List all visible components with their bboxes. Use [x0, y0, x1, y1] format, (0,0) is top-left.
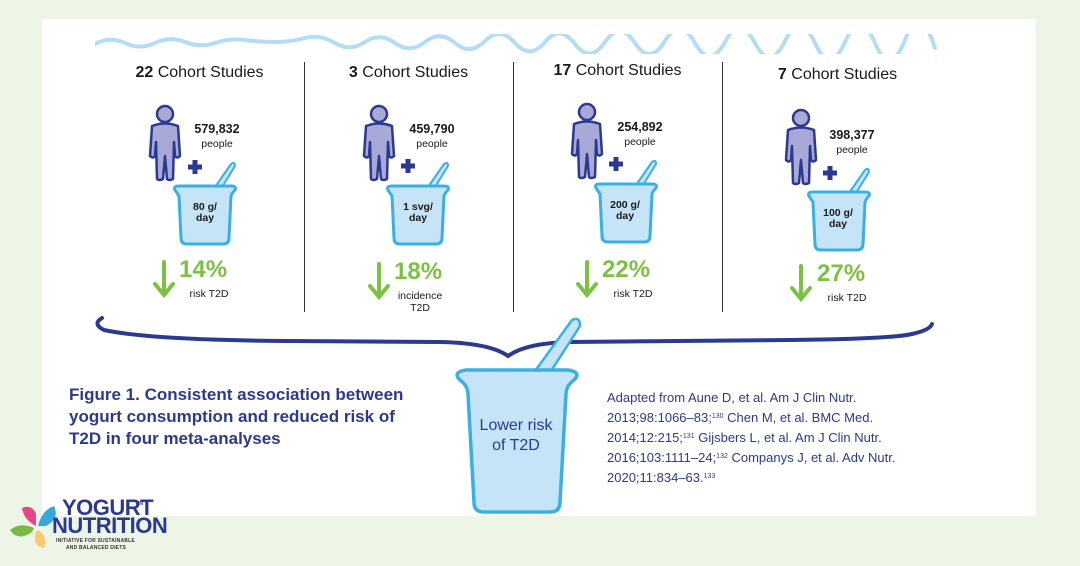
figure-caption: Figure 1. Consistent association between… [69, 385, 404, 448]
outcome-label: risk T2D [189, 288, 229, 300]
people-count: 398,377 [829, 128, 875, 142]
lower-risk-label: Lower risk of T2D [479, 417, 553, 454]
people-label: people [416, 138, 448, 150]
people-count: 459,790 [409, 122, 455, 136]
reference-line: Adapted from Aune D, et al. Am J Clin Nu… [607, 390, 857, 405]
outcome-label: risk T2D [613, 288, 653, 300]
study-title: 17 Cohort Studies [553, 62, 682, 79]
curly-brace [95, 316, 934, 359]
person-icon [362, 104, 396, 182]
down-arrow-icon [576, 260, 598, 298]
plus-icon [823, 166, 837, 180]
logo-text-in: IN [138, 501, 143, 507]
logo-text-nutrition: NUTRITION [52, 513, 168, 538]
references: Adapted from Aune D, et al. Am J Clin Nu… [607, 388, 947, 488]
reduction-percent: 14% [179, 256, 228, 283]
down-arrow-icon [153, 260, 175, 298]
study-title: 7 Cohort Studies [777, 66, 898, 83]
reference-line: 2020;11:834–63.133 [607, 470, 716, 485]
yogurt-cup-icon [594, 159, 658, 244]
plus-icon [401, 159, 415, 173]
outcome-label: risk T2D [827, 292, 867, 304]
column-divider [304, 62, 305, 312]
yogurt-cup-icon [173, 161, 237, 246]
yogurt-cup-icon [386, 161, 450, 246]
people-label: people [836, 144, 868, 156]
plus-icon [188, 160, 202, 174]
down-arrow-icon [368, 262, 390, 300]
logo-tagline: INITIATIVE FOR SUSTAINABLE [56, 538, 135, 544]
people-count: 579,832 [194, 122, 240, 136]
person-icon [570, 102, 604, 180]
column-divider [513, 62, 514, 312]
logo-tagline: AND BALANCED DIETS [66, 545, 126, 551]
study-title: 3 Cohort Studies [348, 64, 469, 81]
people-label: people [201, 138, 233, 150]
person-icon [148, 104, 182, 182]
study-column: 17 Cohort Studies 254,892 people 200 g/d… [515, 60, 720, 310]
plus-icon [609, 157, 623, 171]
study-column: 7 Cohort Studies 398,377 people 100 g/da… [735, 60, 940, 310]
wave-decoration [95, 34, 937, 54]
down-arrow-icon [790, 264, 812, 302]
outcome-label: incidence T2D [397, 290, 443, 314]
person-icon [784, 108, 818, 186]
reference-line: 2014;12:215;131 Gijsbers L, et al. Am J … [607, 430, 882, 445]
large-yogurt-cup-icon [455, 317, 582, 514]
dose-label: 200 g/day [610, 199, 640, 222]
people-count: 254,892 [617, 120, 663, 134]
study-title: 22 Cohort Studies [135, 64, 264, 81]
yogurt-cup-icon [807, 167, 871, 252]
reduction-percent: 22% [602, 256, 651, 283]
study-column: 3 Cohort Studies 459,790 people 1 svg/da… [306, 60, 511, 314]
study-column: 22 Cohort Studies 579,832 people 80 g/da… [97, 60, 302, 310]
column-divider [722, 62, 723, 312]
reduction-percent: 27% [817, 260, 866, 287]
reduction-percent: 18% [394, 258, 443, 285]
dose-label: 80 g/day [193, 201, 217, 224]
reference-line: 2013;98:1066–83;130 Chen M, et al. BMC M… [607, 410, 874, 425]
yogurt-in-nutrition-logo: YOGURT IN NUTRITION INITIATIVE FOR SUSTA… [8, 495, 168, 566]
reference-line: 2016;103:1111–24;132 Companys J, et al. … [607, 450, 896, 465]
petal-logo-icon [10, 506, 56, 548]
dose-label: 1 svg/day [403, 201, 433, 224]
logo-text-yogurt: YOGURT [62, 495, 154, 520]
dose-label: 100 g/day [823, 207, 853, 230]
people-label: people [624, 136, 656, 148]
